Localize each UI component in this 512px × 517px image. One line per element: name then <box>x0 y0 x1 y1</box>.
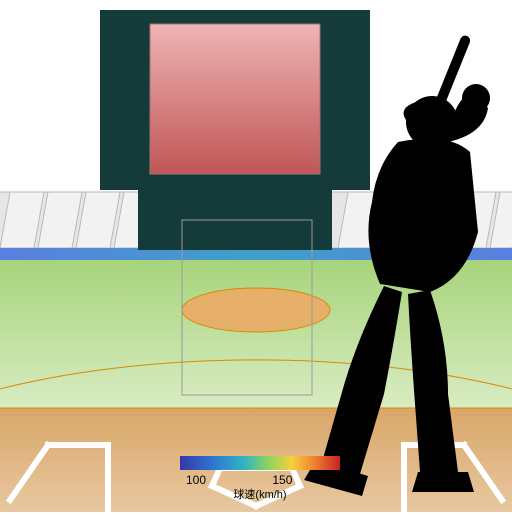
speed-colorbar <box>180 456 340 470</box>
colorbar-label: 球速(km/h) <box>233 487 286 501</box>
pitch-view: 100 150球速(km/h) <box>0 0 512 512</box>
scoreboard-screen <box>150 24 320 174</box>
colorbar-tick: 150 <box>272 473 292 487</box>
scene-svg: 100 150球速(km/h) <box>0 0 512 512</box>
colorbar-tick: 100 <box>186 473 206 487</box>
pitchers-mound <box>182 288 330 332</box>
